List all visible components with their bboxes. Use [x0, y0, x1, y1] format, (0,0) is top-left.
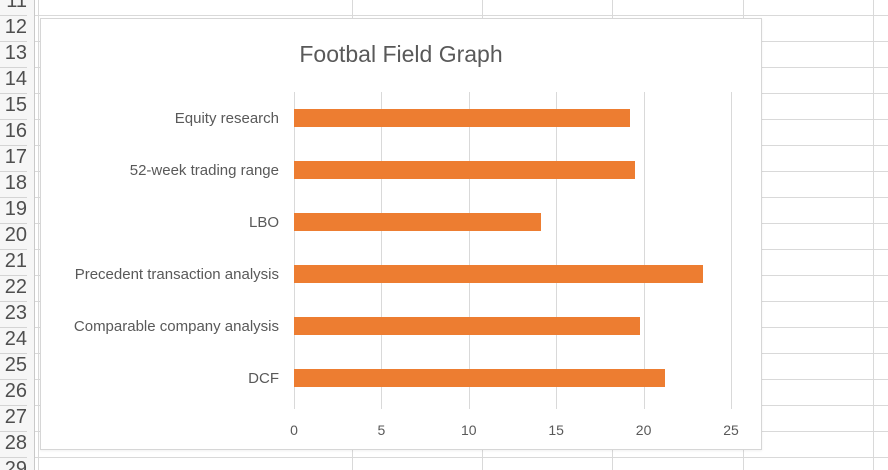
row-header-cell[interactable]: 29	[0, 457, 27, 470]
axis-tick	[731, 404, 732, 409]
category-label[interactable]: DCF	[248, 369, 279, 387]
row-header-cell[interactable]: 26	[0, 379, 27, 406]
row-header-cell[interactable]: 22	[0, 275, 27, 302]
row-header-cell[interactable]: 27	[0, 405, 27, 432]
row-header-cell[interactable]: 14	[0, 67, 27, 94]
x-axis-label[interactable]: 0	[290, 422, 298, 438]
chart-gridline	[468, 92, 470, 404]
row-header-cell[interactable]: 23	[0, 301, 27, 328]
category-label[interactable]: LBO	[248, 213, 279, 231]
chart-gridline	[731, 92, 732, 404]
x-axis-label[interactable]: 15	[548, 422, 564, 438]
category-label[interactable]: Equity research	[174, 109, 279, 127]
row-header-cell[interactable]: 15	[0, 93, 27, 120]
sheet-gridline-v	[873, 0, 874, 470]
row-header-cell[interactable]: 25	[0, 353, 27, 380]
sheet-gridline-v	[38, 0, 39, 470]
bar[interactable]	[294, 317, 641, 335]
category-label[interactable]: Precedent transaction analysis	[74, 265, 279, 283]
chart-gridline	[556, 92, 558, 404]
row-header-cell[interactable]: 11	[0, 0, 27, 16]
row-header-cell[interactable]: 12	[0, 15, 27, 42]
axis-tick	[381, 404, 383, 409]
row-header-cell[interactable]: 20	[0, 223, 27, 250]
bar[interactable]	[294, 213, 541, 231]
row-header-cell[interactable]: 13	[0, 41, 27, 68]
x-axis-label[interactable]: 5	[377, 422, 386, 438]
chart-gridline	[294, 92, 295, 404]
chart-gridline	[381, 92, 383, 404]
row-header-cell[interactable]: 16	[0, 119, 27, 146]
x-axis-label[interactable]: 20	[635, 422, 652, 438]
category-label[interactable]: Comparable company analysis	[73, 317, 279, 335]
sheet-gridline-h	[34, 14, 888, 16]
bar[interactable]	[294, 369, 665, 387]
chart-gridline	[643, 92, 645, 404]
row-header-cell[interactable]: 24	[0, 327, 27, 354]
row-header-cell[interactable]: 18	[0, 171, 27, 198]
bar[interactable]	[294, 265, 703, 283]
sheet-gridline-h	[34, 456, 888, 458]
row-header: 11 12 13 14 15 16 17 18 19 20 21 22 23 24 25 26 27 28 29	[0, 0, 35, 470]
plot-area	[294, 92, 732, 409]
axis-tick	[556, 404, 558, 409]
row-header-cell[interactable]: 19	[0, 197, 27, 224]
axis-tick	[468, 404, 470, 409]
x-axis-label[interactable]: 25	[723, 422, 739, 438]
chart-object[interactable]: Footbal Field Graph Equity research 52-we…	[40, 18, 762, 450]
row-header-cell[interactable]: 28	[0, 431, 27, 458]
bar[interactable]	[294, 109, 630, 127]
row-header-cell[interactable]: 21	[0, 249, 27, 276]
row-header-cell[interactable]: 17	[0, 145, 27, 172]
category-label[interactable]: 52-week trading range	[129, 161, 279, 179]
x-axis-label[interactable]: 10	[461, 422, 477, 438]
axis-tick	[294, 404, 295, 409]
chart-title[interactable]: Footbal Field Graph	[299, 41, 503, 67]
axis-tick	[643, 404, 645, 409]
bar[interactable]	[294, 161, 635, 179]
